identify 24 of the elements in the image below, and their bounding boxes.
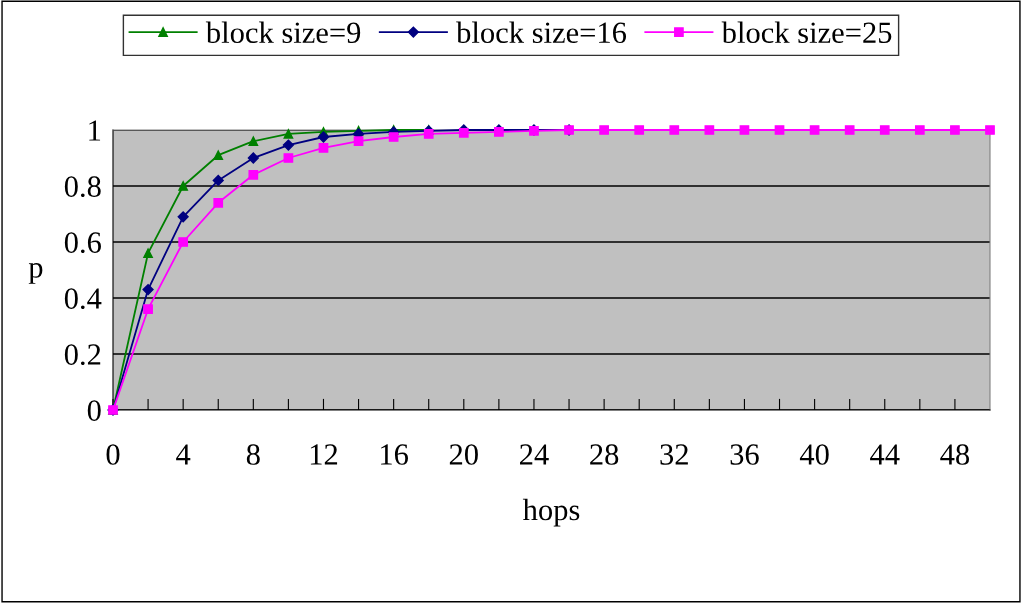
- legend-label: block size=25: [721, 21, 892, 44]
- x-tick-label: 32: [660, 444, 688, 465]
- x-tick-label: 4: [176, 444, 191, 465]
- x-tick-label: 40: [799, 444, 829, 465]
- y-tick-label: 0.8: [64, 176, 101, 198]
- x-tick-label: 0: [106, 444, 120, 465]
- y-tick-label: 0.6: [64, 232, 101, 254]
- x-tick-label: 24: [520, 444, 549, 465]
- y-axis-title: p: [28, 262, 43, 284]
- y-tick-label: 0: [87, 400, 101, 421]
- y-tick-label: 0.2: [64, 344, 101, 366]
- x-tick-label: 16: [381, 444, 409, 465]
- x-axis-title: hops: [522, 498, 580, 527]
- legend-label: block size=9: [205, 21, 361, 44]
- x-tick-label: 48: [940, 444, 970, 465]
- y-tick-label: 0.4: [64, 288, 102, 310]
- x-tick-label: 20: [449, 444, 478, 465]
- x-tick-label: 12: [310, 444, 338, 465]
- x-tick-label: 36: [730, 444, 759, 465]
- x-tick-label: 44: [870, 444, 900, 465]
- x-tick-label: 28: [590, 444, 619, 465]
- y-tick-label: 1: [89, 120, 101, 141]
- x-tick-label: 8: [246, 444, 260, 465]
- legend-label: block size=16: [456, 21, 627, 44]
